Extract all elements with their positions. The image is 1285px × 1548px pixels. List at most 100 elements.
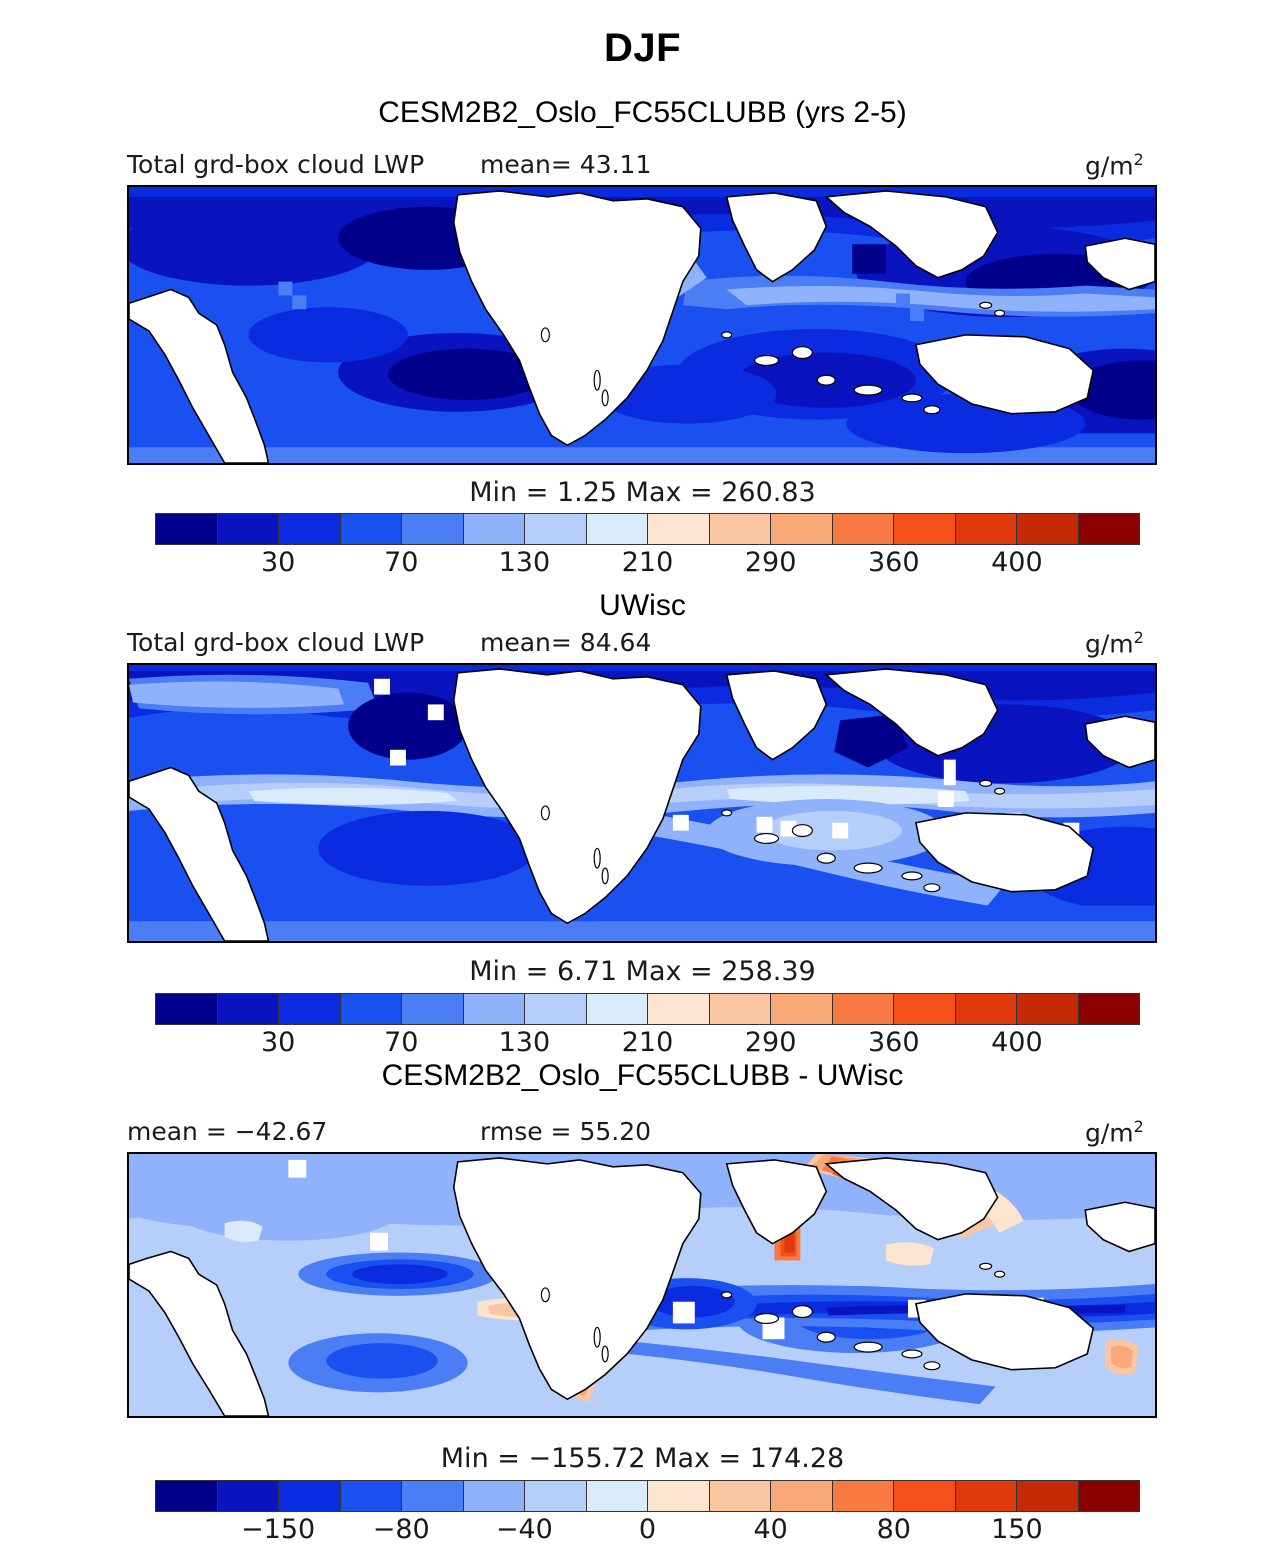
colorbar-cell-14 (1017, 994, 1079, 1024)
colorbar-tick-label: 210 (621, 1027, 674, 1058)
panel-2-field-label: Total grd-box cloud LWP (127, 628, 425, 657)
colorbar-cell-8 (648, 994, 710, 1024)
map-panel-difference[interactable] (127, 1152, 1157, 1418)
islands-model (540, 301, 1006, 415)
colorbar-tick-label: −150 (241, 1514, 316, 1545)
colorbar-tick-label: 150 (991, 1514, 1043, 1545)
colorbar-cell-2 (279, 1481, 341, 1511)
colorbar-tick-label: 130 (498, 547, 551, 578)
season-title: DJF (603, 26, 682, 70)
colorbar-tick-label: 70 (384, 547, 419, 578)
colorbar-tick-label: 70 (384, 1027, 419, 1058)
colorbar-cell-5 (463, 1481, 525, 1511)
colorbar-cell-2 (279, 994, 341, 1024)
panel-3-minmax: Min = −155.72 Max = 174.28 (440, 1443, 845, 1474)
colorbar-tick-label: 400 (991, 547, 1043, 578)
colorbar-labels-1: 30 70 130 210 290 360 400 (155, 547, 1140, 581)
colorbar-cell-0 (156, 514, 218, 544)
colorbar-cell-0 (156, 1481, 218, 1511)
colorbar-cell-5 (463, 994, 525, 1024)
colorbar-tick-label: −40 (495, 1514, 553, 1545)
map-svg-model (129, 187, 1155, 463)
map-svg-difference (129, 1154, 1155, 1416)
colorbar-panel-1[interactable]: 30 70 130 210 290 360 400 (155, 513, 1140, 581)
colorbar-tick-label: 210 (621, 547, 674, 578)
colorbar-panel-3[interactable]: −150 −80 −40 0 40 80 150 (155, 1480, 1140, 1548)
panel-2-mean: mean= 84.64 (480, 628, 652, 657)
colorbar-cell-13 (955, 514, 1017, 544)
panel-1-field-label: Total grd-box cloud LWP (127, 150, 425, 179)
islands-observations (540, 779, 1006, 893)
colorbar-cell-10 (771, 994, 833, 1024)
colorbar-swatches-2 (155, 993, 1140, 1025)
colorbar-tick-label: 360 (867, 547, 920, 578)
colorbar-cell-2 (279, 514, 341, 544)
colorbar-tick-label: 290 (744, 547, 797, 578)
colorbar-tick-label: 30 (260, 547, 296, 578)
colorbar-tick-label: 40 (753, 1514, 788, 1545)
colorbar-cell-12 (894, 994, 956, 1024)
colorbar-cell-3 (340, 1481, 402, 1511)
colorbar-cell-8 (648, 514, 710, 544)
colorbar-tick-label: 290 (744, 1027, 797, 1058)
panel-3-units: g/m2 (1085, 1117, 1144, 1148)
colorbar-cell-13 (955, 994, 1017, 1024)
colorbar-cell-15 (1078, 994, 1139, 1024)
panel-1-title: CESM2B2_Oslo_FC55CLUBB (yrs 2-5) (378, 96, 907, 129)
colorbar-cell-4 (402, 514, 464, 544)
colorbar-tick-label: −80 (372, 1514, 430, 1545)
map-svg-observations (129, 665, 1155, 941)
colorbar-cell-4 (402, 994, 464, 1024)
colorbar-cell-4 (402, 1481, 464, 1511)
panel-1-units: g/m2 (1085, 150, 1144, 181)
map-panel-observations[interactable] (127, 663, 1157, 943)
colorbar-cell-11 (832, 514, 894, 544)
colorbar-cell-14 (1017, 514, 1079, 544)
colorbar-panel-2[interactable]: 30 70 130 210 290 360 400 (155, 993, 1140, 1061)
colorbar-labels-2: 30 70 130 210 290 360 400 (155, 1027, 1140, 1061)
colorbar-cell-15 (1078, 514, 1139, 544)
colorbar-cell-9 (709, 514, 771, 544)
colorbar-cell-7 (586, 1481, 648, 1511)
colorbar-swatches-3 (155, 1480, 1140, 1512)
colorbar-cell-15 (1078, 1481, 1139, 1511)
panel-2-units: g/m2 (1085, 628, 1144, 659)
colorbar-cell-6 (525, 994, 587, 1024)
colorbar-cell-12 (894, 514, 956, 544)
panel-3-title: CESM2B2_Oslo_FC55CLUBB - UWisc (381, 1059, 904, 1092)
colorbar-tick-label: 360 (867, 1027, 920, 1058)
colorbar-cell-7 (586, 994, 648, 1024)
panel-3-rmse: rmse = 55.20 (480, 1117, 652, 1146)
colorbar-cell-6 (525, 1481, 587, 1511)
colorbar-cell-8 (648, 1481, 710, 1511)
panel-2-title: UWisc (599, 589, 686, 622)
map-panel-model[interactable] (127, 185, 1157, 465)
colorbar-tick-label: 130 (498, 1027, 551, 1058)
colorbar-cell-10 (771, 514, 833, 544)
panel-2-minmax: Min = 6.71 Max = 258.39 (469, 956, 816, 987)
colorbar-cell-5 (463, 514, 525, 544)
colorbar-cell-1 (217, 1481, 279, 1511)
colorbar-tick-label: 400 (991, 1027, 1043, 1058)
panel-1-minmax: Min = 1.25 Max = 260.83 (469, 477, 816, 508)
colorbar-cell-6 (525, 514, 587, 544)
colorbar-cell-3 (340, 514, 402, 544)
colorbar-cell-12 (894, 1481, 956, 1511)
colorbar-cell-1 (217, 994, 279, 1024)
panel-1-mean: mean= 43.11 (480, 150, 652, 179)
colorbar-cell-11 (832, 1481, 894, 1511)
colorbar-cell-3 (340, 994, 402, 1024)
colorbar-cell-1 (217, 514, 279, 544)
colorbar-cell-14 (1017, 1481, 1079, 1511)
islands-difference (540, 1262, 1006, 1371)
colorbar-cell-9 (709, 994, 771, 1024)
colorbar-tick-label: 80 (876, 1514, 911, 1545)
colorbar-tick-label: 0 (638, 1514, 657, 1545)
colorbar-cell-13 (955, 1481, 1017, 1511)
colorbar-cell-7 (586, 514, 648, 544)
colorbar-labels-3: −150 −80 −40 0 40 80 150 (155, 1514, 1140, 1548)
colorbar-tick-label: 30 (260, 1027, 296, 1058)
colorbar-cell-0 (156, 994, 218, 1024)
colorbar-cell-11 (832, 994, 894, 1024)
colorbar-cell-10 (771, 1481, 833, 1511)
